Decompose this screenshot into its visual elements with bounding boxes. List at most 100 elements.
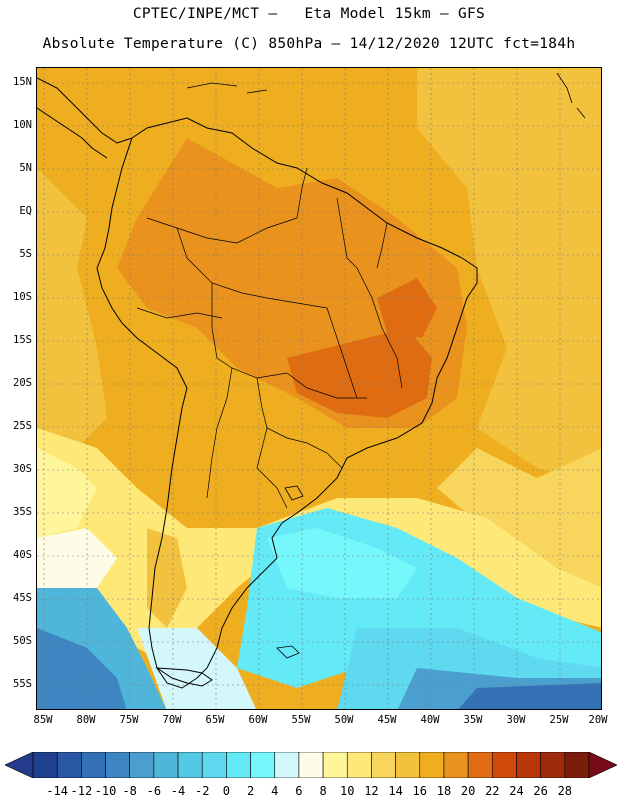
colorbar-low-arrow — [5, 752, 34, 778]
colorbar-label: -12 — [70, 784, 93, 798]
colorbar-label: 20 — [460, 784, 476, 798]
colorbar-swatch — [177, 752, 203, 778]
colorbar-swatch — [129, 752, 155, 778]
lon-label: 20W — [588, 714, 608, 726]
gridlines — [37, 68, 601, 709]
field-ocean-14-16-east — [437, 448, 601, 588]
coastline-central-america — [37, 77, 133, 159]
temperature-map — [36, 67, 602, 710]
lon-label: 50W — [334, 714, 354, 726]
colorbar-swatch — [56, 752, 82, 778]
colorbar-swatch — [201, 752, 227, 778]
lon-label: 60W — [248, 714, 268, 726]
colorbar-label: 16 — [412, 784, 427, 798]
lat-label: 40S — [13, 549, 32, 561]
lat-label: 25S — [13, 420, 32, 432]
colorbar-swatch — [298, 752, 324, 778]
lon-label: 75W — [119, 714, 139, 726]
lat-label: 15N — [13, 76, 32, 88]
colorbar-swatch — [564, 752, 590, 778]
field-ocean-16-18-west — [37, 168, 107, 448]
colorbar-label: 6 — [295, 784, 303, 798]
field-land-22-24-ne — [377, 278, 437, 338]
lon-label: 85W — [33, 714, 53, 726]
colorbar-label: 8 — [319, 784, 327, 798]
colorbar-label: -4 — [170, 784, 186, 798]
colorbar-high-arrow — [588, 752, 617, 778]
coastline-falklands — [276, 645, 300, 659]
field-pacific-colder — [37, 628, 127, 709]
colorbar — [5, 752, 617, 778]
colorbar-label: -14 — [46, 784, 69, 798]
colorbar-label: 26 — [533, 784, 548, 798]
colorbar-label: 12 — [364, 784, 379, 798]
colorbar-swatch — [81, 752, 106, 778]
lon-label: 25W — [549, 714, 569, 726]
coastline-lagoon — [284, 485, 304, 501]
colorbar-swatch — [274, 752, 300, 778]
colorbar-swatch — [250, 752, 276, 778]
colorbar-swatch — [346, 752, 372, 778]
lon-label: 70W — [162, 714, 182, 726]
lat-label: 10S — [13, 291, 32, 303]
lat-label: 5S — [19, 248, 32, 260]
colorbar-label: -10 — [94, 784, 117, 798]
lat-label: EQ — [19, 205, 32, 217]
colorbar-label: 0 — [222, 784, 230, 798]
colorbar-label: 2 — [246, 784, 255, 798]
field-ocean-minus-10 — [458, 683, 601, 709]
field-ocean-4-6 — [267, 528, 417, 598]
colorbar-label: 14 — [388, 784, 403, 798]
coastline-caribbean-islands — [186, 72, 586, 119]
field-land-22-24 — [287, 328, 432, 418]
colorbar-swatch — [371, 752, 396, 778]
lon-label: 65W — [205, 714, 225, 726]
colorbar-swatch — [153, 752, 179, 778]
colorbar-swatch — [540, 752, 566, 778]
colorbar-label: -8 — [122, 784, 137, 798]
title-line-2: Absolute Temperature (C) 850hPa – 14/12/… — [42, 36, 576, 52]
country-borders — [136, 167, 403, 509]
colorbar-swatch — [32, 752, 58, 778]
colorbar-swatch — [467, 752, 493, 778]
colorbar-label: 10 — [340, 784, 355, 798]
temperature-field — [37, 68, 601, 709]
lon-label: 35W — [463, 714, 483, 726]
coastline-south-america — [96, 117, 478, 689]
title-line-1: CPTEC/INPE/MCT – Eta Model 15km – GFS — [132, 6, 486, 22]
colorbar-swatch — [516, 752, 541, 778]
field-patagonia — [137, 628, 257, 709]
lat-label: 45S — [13, 592, 32, 604]
lat-label: 35S — [13, 506, 32, 518]
lat-label: 50S — [13, 635, 32, 647]
colorbar-label: 28 — [557, 784, 573, 798]
field-andes-south — [147, 528, 187, 628]
field-south-10-12 — [37, 448, 97, 538]
lon-label: 30W — [506, 714, 526, 726]
lat-label: 5N — [19, 162, 32, 174]
colorbar-label: -2 — [194, 784, 210, 798]
colorbar-label: 22 — [485, 784, 500, 798]
colorbar-label: 18 — [436, 784, 452, 798]
colorbar-label: 4 — [271, 784, 279, 798]
colorbar-swatch — [226, 752, 251, 778]
lon-label: 55W — [291, 714, 311, 726]
lat-label: 30S — [13, 463, 32, 475]
colorbar-swatch — [395, 752, 421, 778]
colorbar-label: -6 — [146, 784, 162, 798]
colorbar-swatch — [105, 752, 130, 778]
colorbar-svg — [5, 752, 617, 778]
coastline-tierra-del-fuego — [155, 667, 213, 687]
lat-label: 20S — [13, 377, 32, 389]
lat-label: 15S — [13, 334, 32, 346]
lat-label: 55S — [13, 678, 32, 690]
lon-label: 80W — [76, 714, 96, 726]
field-ocean-16-18-east — [417, 68, 601, 488]
lon-label: 40W — [420, 714, 440, 726]
colorbar-swatch — [322, 752, 348, 778]
colorbar-swatch — [419, 752, 445, 778]
colorbar-label: 24 — [509, 784, 524, 798]
colorbar-swatch — [492, 752, 517, 778]
colorbar-swatch — [443, 752, 469, 778]
lon-label: 45W — [377, 714, 397, 726]
